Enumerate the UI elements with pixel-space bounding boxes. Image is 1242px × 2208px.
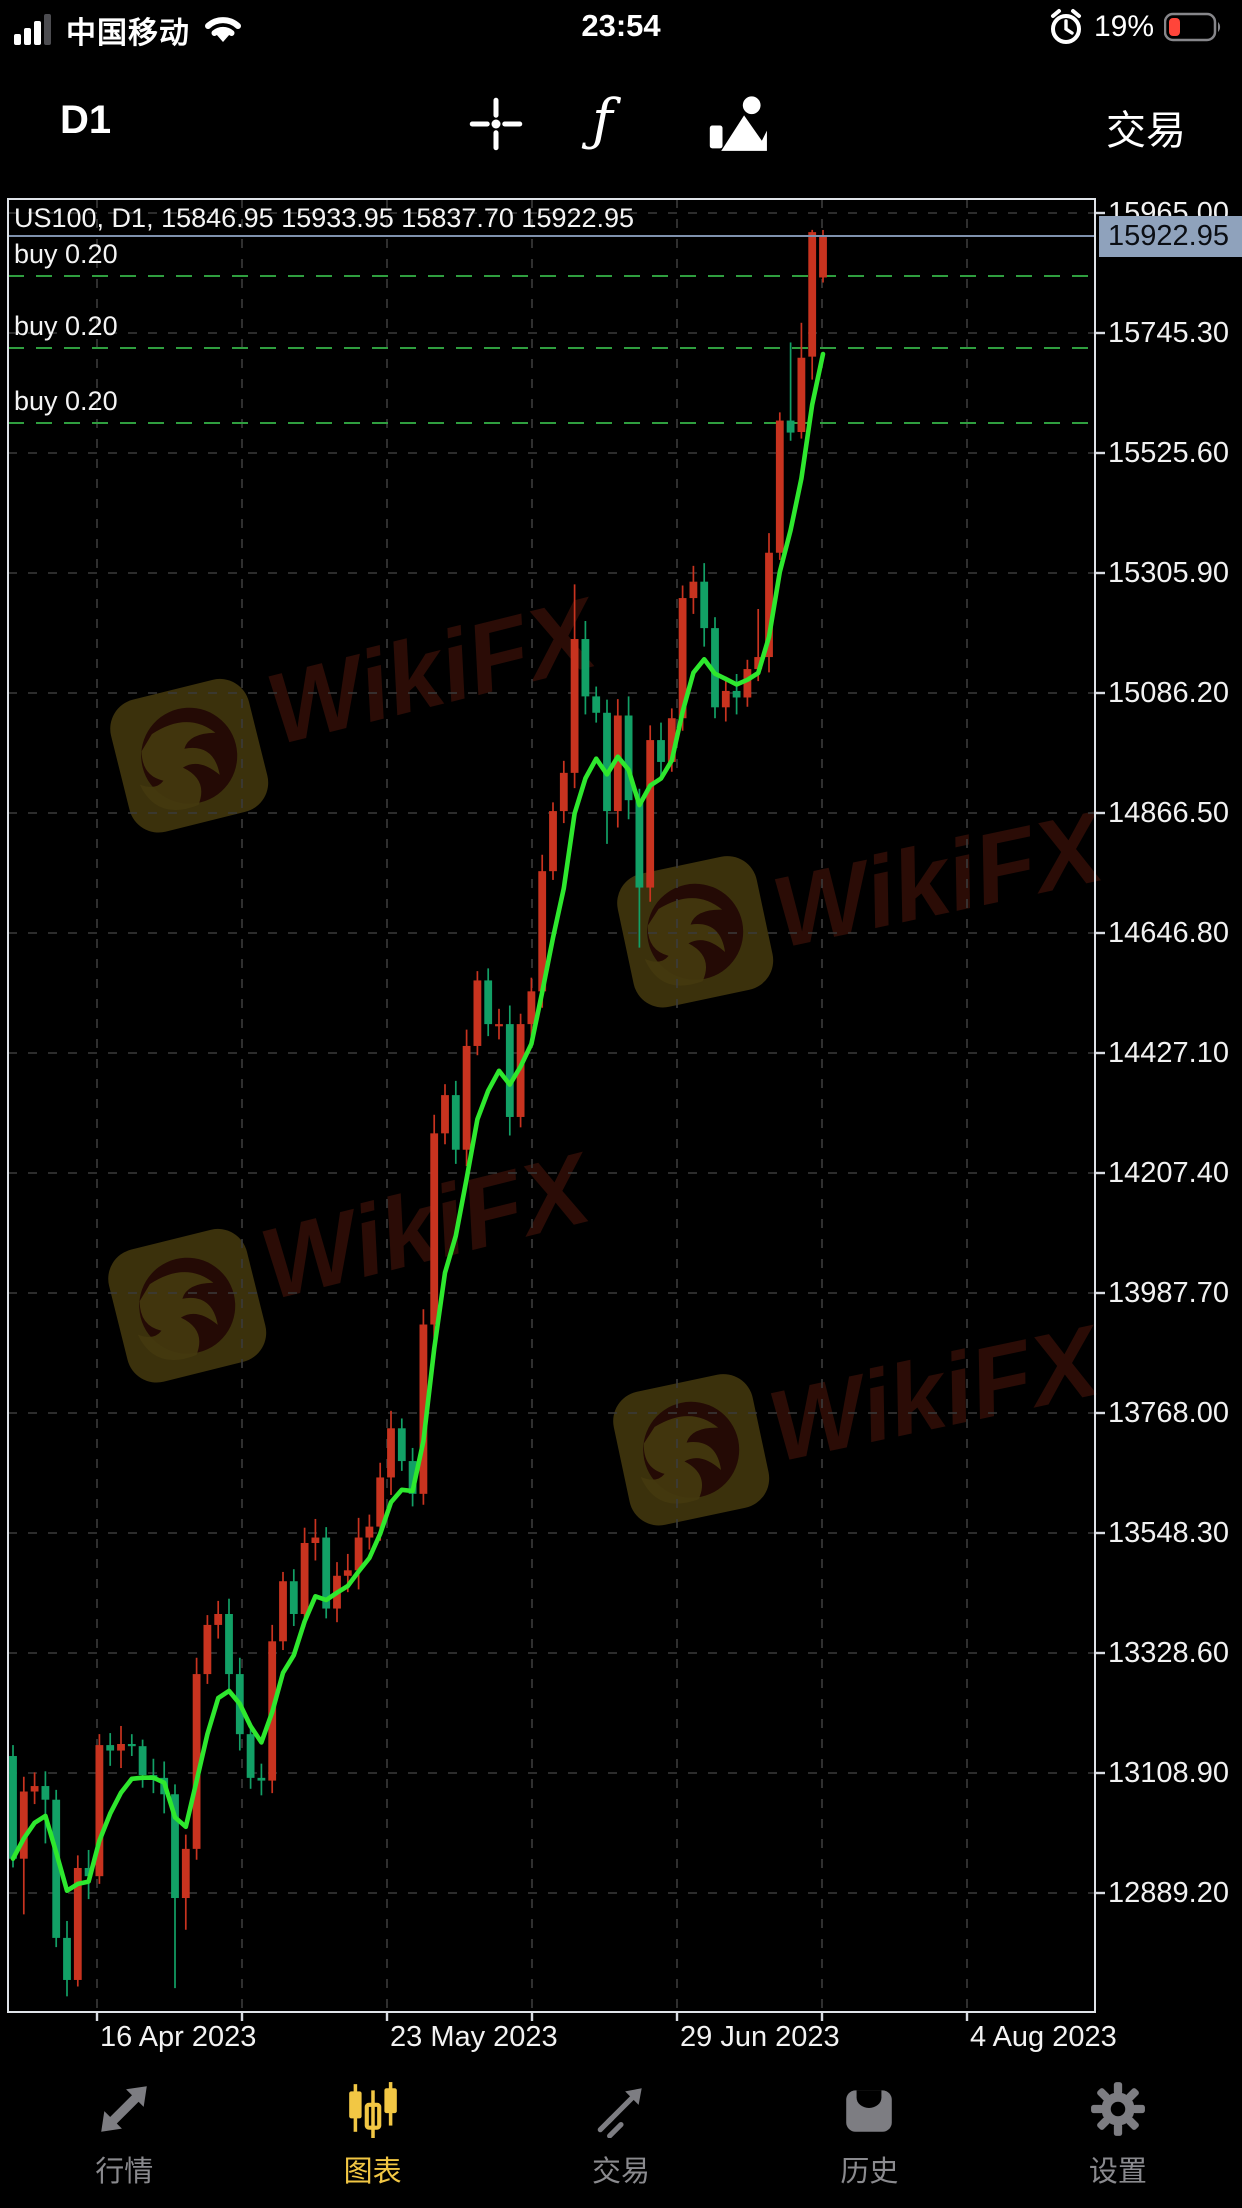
- price-axis-label: 14866.50: [1108, 797, 1229, 829]
- moving-average-line: [10, 351, 826, 1893]
- price-axis-label: 13987.70: [1108, 1277, 1229, 1309]
- wikifx-watermark-text: WikiFX: [256, 576, 611, 766]
- price-axis-label: 15305.90: [1108, 557, 1229, 589]
- wikifx-watermark: [110, 678, 269, 833]
- settings-gear-icon: [1090, 2082, 1145, 2136]
- tab-charts-label: 图表: [343, 2156, 402, 2188]
- wikifx-watermark: [617, 856, 774, 1008]
- indicators-icon[interactable]: ƒ: [592, 88, 613, 153]
- tab-trade[interactable]: 交易: [497, 2062, 745, 2208]
- chart-border: [7, 198, 1096, 2013]
- price-axis-label: 13768.00: [1108, 1397, 1229, 1429]
- ohlc-header: US100, D1, 15846.95 15933.95 15837.70 15…: [14, 203, 635, 233]
- date-axis-label: 16 Apr 2023: [100, 2021, 257, 2053]
- bottom-tab-bar: 行情 图表 交易 历: [0, 2062, 1242, 2208]
- wikifx-watermark-text: WikiFX: [759, 1304, 1113, 1484]
- price-axis-label: 14207.40: [1108, 1157, 1229, 1189]
- cellular-signal-icon: [14, 14, 51, 45]
- date-axis-label: 29 Jun 2023: [680, 2021, 840, 2053]
- tab-charts[interactable]: 图表: [248, 2062, 496, 2208]
- tab-quotes-label: 行情: [95, 2156, 154, 2188]
- price-axis-label: 14646.80: [1108, 917, 1229, 949]
- timeframe-button[interactable]: D1: [60, 98, 112, 142]
- price-axis-label: 15745.30: [1108, 317, 1229, 349]
- objects-chart-icon[interactable]: [706, 92, 772, 154]
- crosshair-icon[interactable]: [466, 94, 526, 154]
- carrier-label: 中国移动: [66, 17, 190, 50]
- history-box-icon: [846, 2090, 893, 2132]
- candlestick-chart-icon: [348, 2082, 397, 2138]
- alarm-clock-icon: [1050, 9, 1081, 44]
- price-axis-label: 13328.60: [1108, 1637, 1229, 1669]
- tab-settings-label: 设置: [1088, 2156, 1147, 2188]
- buy-position-label: buy 0.20: [14, 311, 118, 342]
- tab-quotes[interactable]: 行情: [0, 2062, 248, 2208]
- status-bar: 中国移动 23:54 19%: [0, 0, 1242, 54]
- price-axis-label: 15086.20: [1108, 677, 1229, 709]
- trade-button[interactable]: 交易: [1106, 109, 1186, 153]
- tab-history-label: 历史: [840, 2156, 899, 2188]
- price-axis-label: 15525.60: [1108, 437, 1229, 469]
- tab-settings[interactable]: 设置: [994, 2062, 1242, 2208]
- price-axis-label: 13108.90: [1108, 1757, 1229, 1789]
- date-axis-label: 23 May 2023: [390, 2021, 558, 2053]
- price-axis-label: 14427.10: [1108, 1037, 1229, 1069]
- trade-trend-icon: [597, 2088, 642, 2138]
- quotes-arrows-icon: [101, 2086, 147, 2132]
- wikifx-watermark-text: WikiFX: [763, 790, 1117, 970]
- battery-icon: [1164, 12, 1221, 42]
- buy-position-label: buy 0.20: [14, 386, 118, 416]
- candles: [9, 229, 827, 1997]
- tab-history[interactable]: 历史: [745, 2062, 993, 2208]
- tab-trade-label: 交易: [592, 2156, 651, 2188]
- date-axis-label: 4 Aug 2023: [970, 2021, 1117, 2053]
- price-axis-label: 12889.20: [1108, 1877, 1229, 1909]
- wikifx-watermark: [108, 1228, 267, 1383]
- buy-position-label: buy 0.20: [14, 238, 118, 269]
- clock-time: 23:54: [581, 8, 661, 43]
- current-price-tag: 15922.95: [1099, 215, 1242, 257]
- wifi-icon: [205, 17, 241, 42]
- battery-percent-label: 19%: [1093, 10, 1154, 43]
- wikifx-watermark: [613, 1374, 770, 1526]
- price-axis-label: 13548.30: [1108, 1517, 1229, 1549]
- chart-toolbar: D1 ƒ 交易: [0, 84, 1242, 168]
